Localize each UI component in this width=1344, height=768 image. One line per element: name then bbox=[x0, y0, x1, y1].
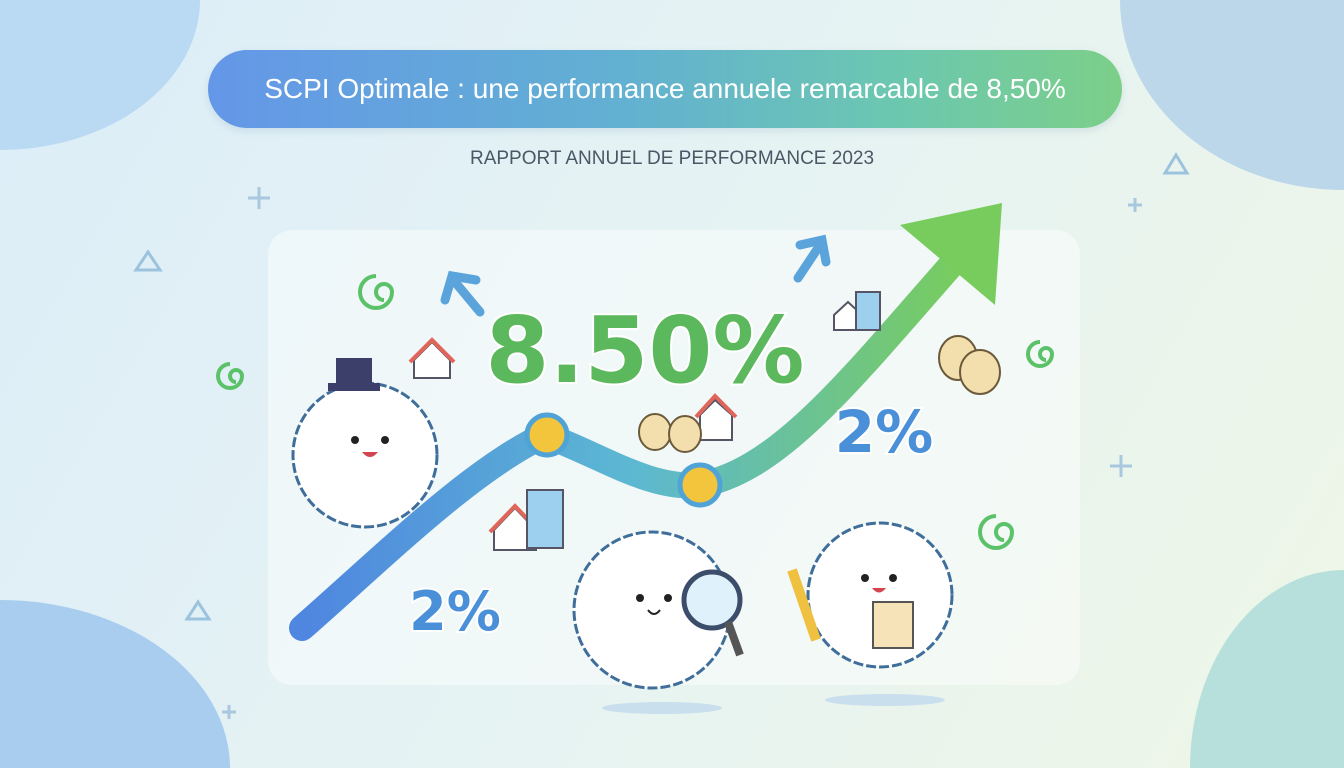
house-icon bbox=[408, 291, 881, 551]
pencil-icon bbox=[787, 568, 821, 642]
fluffy-character-notepad bbox=[787, 521, 954, 706]
coin-icon bbox=[677, 462, 723, 508]
headline-value: 8.50% bbox=[485, 297, 804, 404]
label-lower-percent: 2% bbox=[409, 580, 501, 643]
trend-arrow-head bbox=[900, 203, 1002, 305]
label-upper-percent: 2% bbox=[835, 398, 933, 466]
trend-line bbox=[289, 242, 973, 641]
notepad-icon bbox=[872, 601, 914, 649]
decor-plus-icon bbox=[222, 187, 1142, 719]
arrow-up-icon bbox=[440, 234, 831, 317]
fluffy-character-hat bbox=[291, 358, 439, 529]
money-bag-icon bbox=[638, 335, 1001, 453]
decor-triangle-icon bbox=[133, 152, 1190, 621]
magnifier-icon bbox=[681, 569, 744, 657]
fluffy-character-magnifier bbox=[572, 530, 744, 714]
page-title: SCPI Optimale : une performance annuele … bbox=[264, 73, 1066, 104]
page-subtitle: RAPPORT ANNUEL DE PERFORMANCE 2023 bbox=[469, 148, 875, 169]
title-banner: SCPI Optimale : une performance annuele … bbox=[208, 50, 1122, 128]
spiral-icon bbox=[216, 274, 1055, 550]
top-hat-icon bbox=[336, 358, 372, 386]
coin-icon bbox=[524, 412, 570, 458]
